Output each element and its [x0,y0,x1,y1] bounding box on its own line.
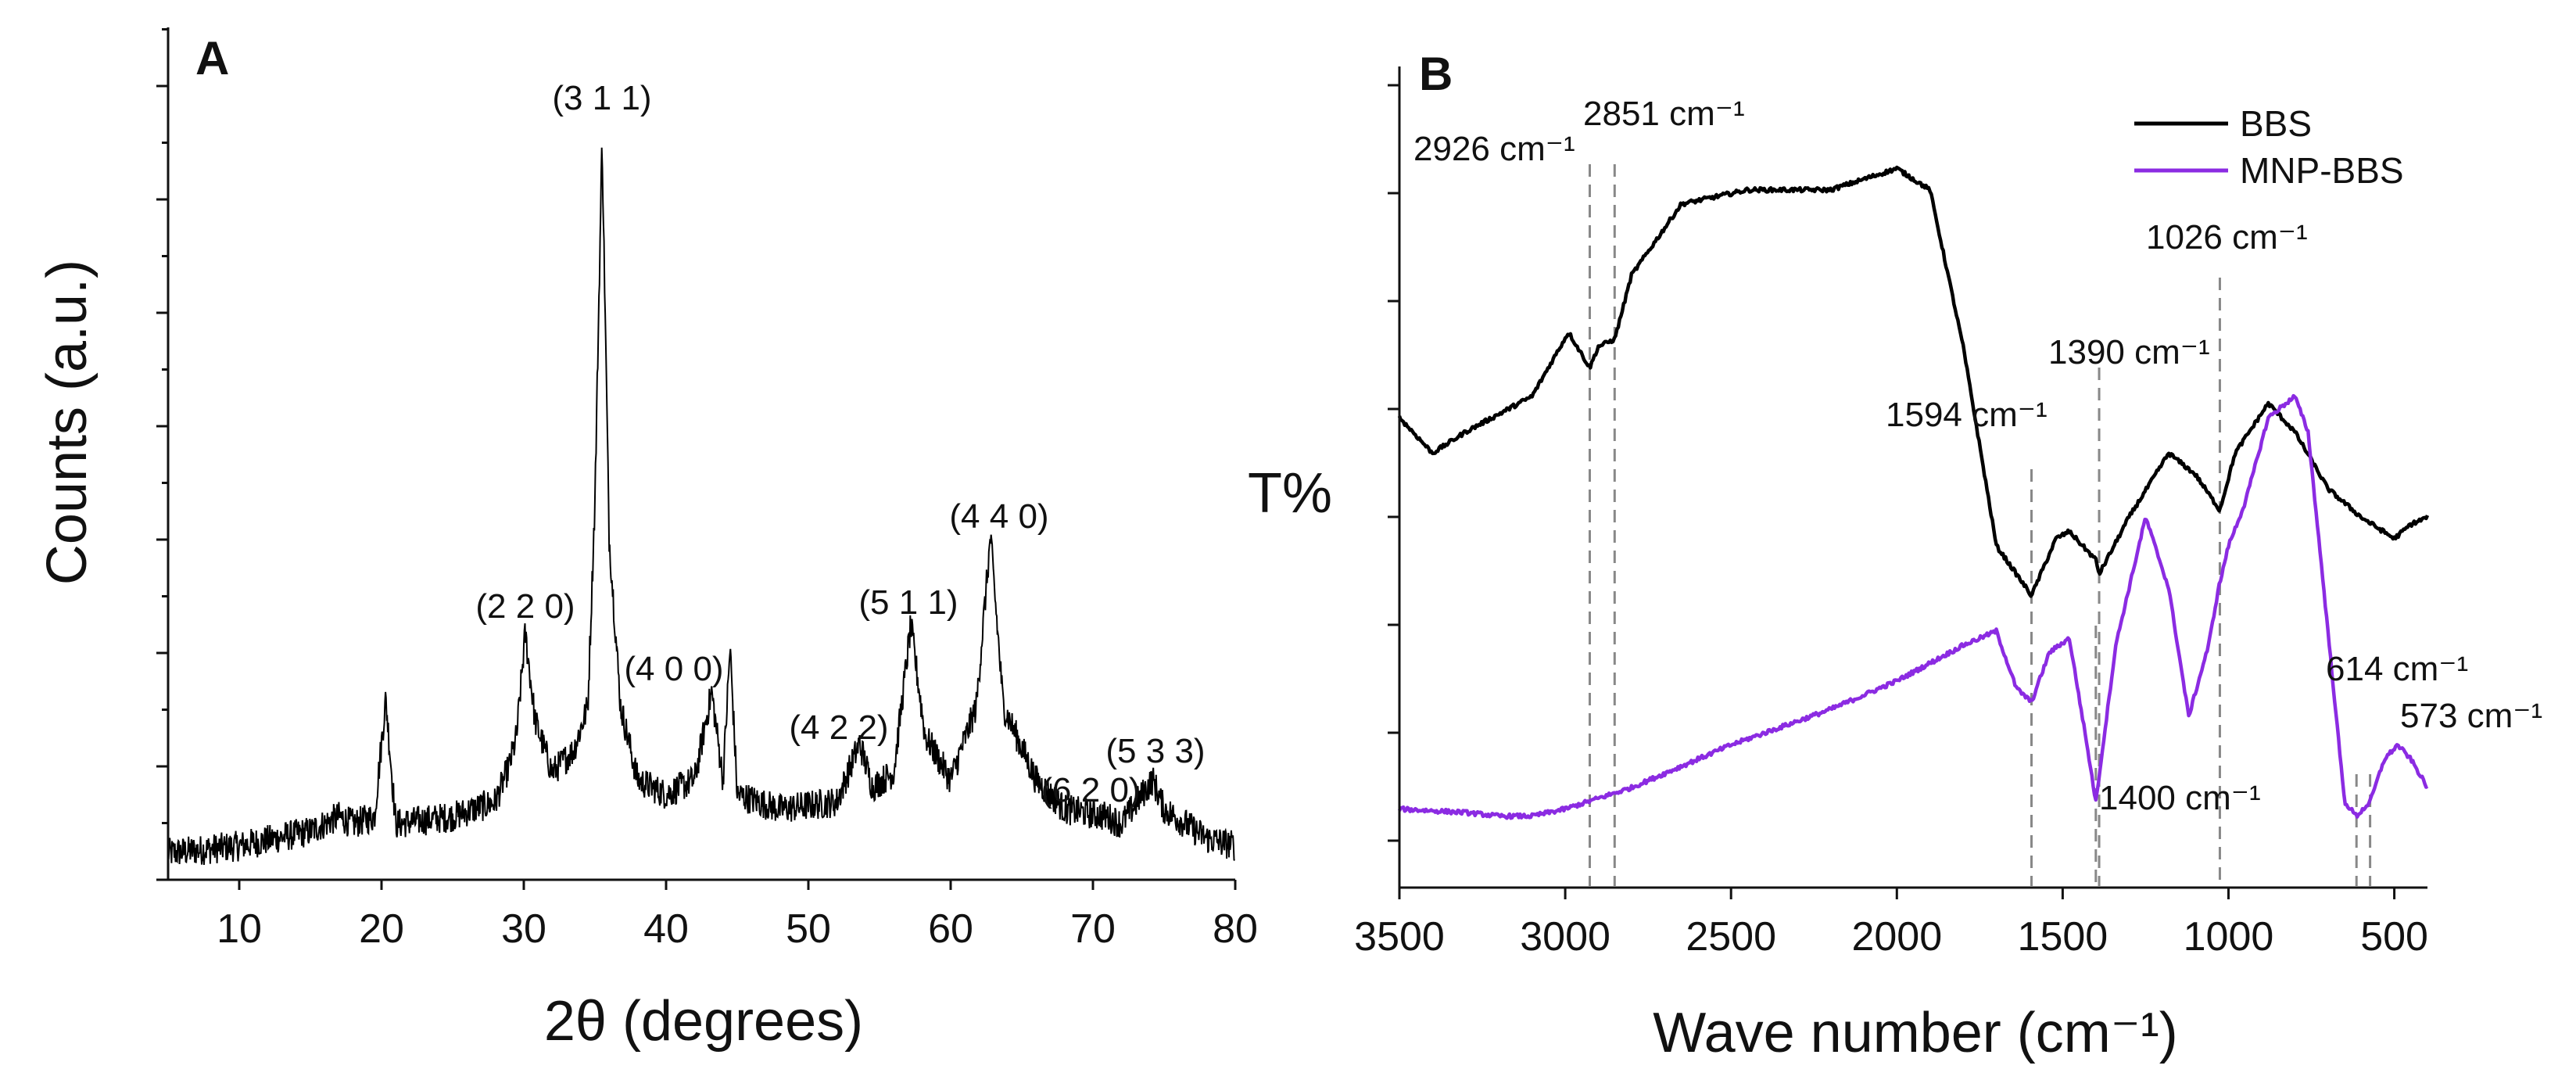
panel-b-ticks: 3500 3000 2500 2000 1500 1000 500 [1354,84,2428,960]
panel-a-xlabel: 2θ (degrees) [544,990,863,1053]
peak-label-511: (5 1 1) [858,583,958,622]
wn-label-2926: 2926 cm⁻¹ [1413,130,1575,168]
x-tick-label-b: 500 [2360,914,2428,960]
wn-label-1026: 1026 cm⁻¹ [2146,218,2308,257]
legend-label-mnp-bbs: MNP-BBS [2240,150,2404,191]
peak-label-311: (3 1 1) [552,79,651,117]
panel-b-label: B [1419,48,1453,100]
wn-label-1390: 1390 cm⁻¹ [2048,333,2210,371]
panel-a-ylabel: Counts (a.u.) [36,260,99,585]
panel-a: A 10 20 30 40 50 60 70 80 2θ (degrees) Counts (… [36,27,1258,1053]
x-tick-label-b: 3000 [1520,914,1610,960]
peak-label-440: (4 4 0) [949,497,1048,536]
x-tick-label-a: 70 [1070,906,1116,952]
legend: BBS MNP-BBS [2134,103,2404,191]
x-tick-label-a: 30 [501,906,546,952]
x-tick-label-a: 20 [359,906,404,952]
x-tick-label-a: 80 [1213,906,1258,952]
wn-label-614: 614 cm⁻¹ [2326,650,2468,688]
panel-b-ylabel: T% [1248,462,1332,525]
peak-label-422: (4 2 2) [789,709,888,747]
wn-label-573: 573 cm⁻¹ [2400,697,2542,735]
wn-label-1594: 1594 cm⁻¹ [1886,396,2048,434]
x-tick-label-b: 2500 [1686,914,1776,960]
wn-label-2851: 2851 cm⁻¹ [1583,95,1745,133]
ftir-line-bbs [1397,165,2430,598]
legend-label-bbs: BBS [2240,103,2312,144]
peak-label-400: (4 0 0) [624,650,723,688]
panel-b-marks [1397,165,2430,820]
x-tick-label-b: 2000 [1851,914,1942,960]
x-tick-label-a: 60 [928,906,973,952]
panel-b-dashed-lines [1588,164,2372,886]
panel-a-marks [167,147,1236,866]
panel-a-ticks: 10 20 30 40 50 60 70 80 [156,28,1258,952]
ftir-line-mnp-bbs [1397,393,2429,820]
x-tick-label-b: 3500 [1354,914,1445,960]
peak-label-620: (6 2 0) [1041,771,1140,809]
x-tick-label-a: 10 [217,906,262,952]
wn-label-1400: 1400 cm⁻¹ [2099,779,2261,817]
x-tick-label-b: 1500 [2018,914,2108,960]
x-tick-label-a: 40 [643,906,689,952]
panel-b-xlabel: Wave number (cm⁻¹) [1653,1002,2177,1064]
peak-label-533: (5 3 3) [1105,732,1205,770]
x-tick-label-b: 1000 [2184,914,2274,960]
panel-b: B 3500 3000 2500 2000 1500 1000 500 Wave numbe… [1248,48,2542,1064]
panel-a-label: A [195,32,229,84]
peak-label-220: (2 2 0) [475,587,575,626]
x-tick-label-a: 50 [786,906,831,952]
xrd-line [167,147,1236,866]
